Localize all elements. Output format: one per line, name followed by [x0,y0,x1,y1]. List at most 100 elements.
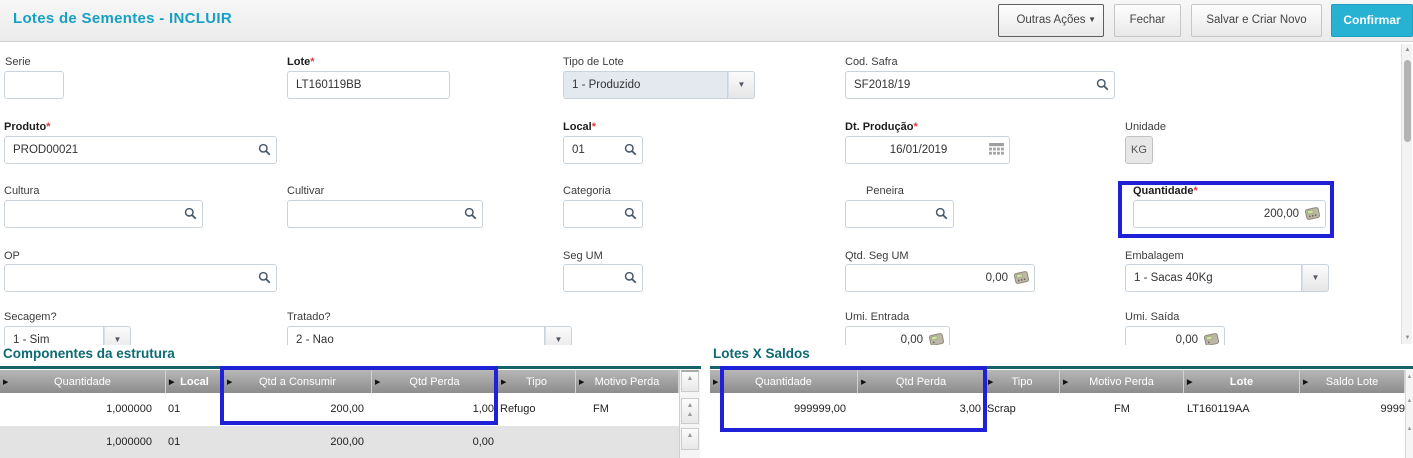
search-icon[interactable] [184,207,197,225]
search-icon[interactable] [935,207,948,225]
cell-motivo-perda[interactable] [576,426,679,458]
peneira-input[interactable] [845,200,954,228]
cell-quantidade[interactable]: 1,000000 [106,436,152,448]
cell-motivo-perda[interactable]: FM [593,403,609,415]
scrollbar-thumb[interactable] [1404,60,1411,142]
cell-saldo-lote[interactable]: 9999 [1380,403,1405,415]
quantidade-input[interactable] [1133,200,1326,228]
tipo-de-lote-select[interactable]: 1 - Produzido ▼ [563,71,755,99]
table-row[interactable]: 1,000000 01 200,00 0,00 [0,426,679,458]
chevron-down-icon[interactable]: ▼ [1302,264,1329,292]
column-arrow-icon: ▶ [501,379,507,386]
cell-tipo[interactable]: Scrap [987,403,1016,415]
produto-input[interactable] [4,136,277,164]
chevron-down-icon[interactable]: ▼ [728,71,755,99]
table-row[interactable]: 999999,00 3,00 Scrap FM LT160119AA 9999 [710,393,1405,426]
search-icon[interactable] [624,207,637,225]
column-header-tipo[interactable]: ▶ Tipo [985,370,1060,393]
cell-quantidade[interactable]: 999999,00 [794,403,846,415]
cell-local[interactable]: 01 [168,403,181,415]
lotes-saldos-header-row: ▶ Quantidade ▶ Qtd Perda ▶ Tipo ▶ Motivo Per… [710,370,1405,393]
scroll-up-icon[interactable]: ▲ [1406,398,1413,404]
local-input[interactable] [563,136,643,164]
search-icon[interactable] [258,271,271,289]
chevron-down-icon[interactable]: ▼ [545,326,572,345]
cell-tipo[interactable]: Refugo [500,403,536,415]
dt-producao-input[interactable] [845,136,1010,164]
cultura-input[interactable] [4,200,203,228]
scroll-up-icon[interactable]: ▲ [1406,374,1413,380]
column-header-lote[interactable]: ▶ Lote [1184,370,1300,393]
op-label: OP [4,250,20,262]
umi-entrada-field [845,326,950,345]
salvar-criar-novo-button[interactable]: Salvar e Criar Novo [1191,4,1322,37]
column-header-qtd-perda[interactable]: ▶ Qtd Perda [858,370,985,393]
op-input[interactable] [4,264,277,292]
secagem-select[interactable]: 1 - Sim ▼ [4,326,131,345]
dt-producao-field [845,136,1010,164]
scroll-up-icon[interactable]: ▲ [1406,426,1413,432]
fechar-button[interactable]: Fechar [1114,4,1181,37]
calendar-icon[interactable] [989,143,1004,161]
embalagem-select[interactable]: 1 - Sacas 40Kg ▼ [1125,264,1329,292]
chevron-down-icon[interactable]: ▼ [104,326,131,345]
umi-saida-input[interactable] [1125,326,1225,345]
scroll-down-icon[interactable]: ▼ [1404,335,1411,341]
table-row[interactable]: 1,000000 01 200,00 1,00 Refugo FM [0,393,679,426]
cell-local[interactable]: 01 [168,436,181,448]
confirmar-button[interactable]: Confirmar [1331,4,1413,37]
column-arrow-icon: ▶ [1187,379,1193,386]
cultura-label: Cultura [4,185,40,197]
search-icon[interactable] [624,271,637,289]
qtd-seg-um-input[interactable] [845,264,1035,292]
cell-lote[interactable]: LT160119AA [1187,403,1250,415]
cultura-field [4,200,203,228]
umi-entrada-input[interactable] [845,326,950,345]
column-arrow-icon: ▶ [1063,379,1069,386]
search-icon[interactable] [624,143,637,161]
calculator-icon[interactable] [1203,333,1220,345]
lotes-saldos-scrollbar[interactable]: ▲ ▲ ▲ [1405,370,1413,458]
componentes-header-row: ▶ Quantidade ▶ Local ▶ Qtd a Consumir ▶ Qtd … [0,370,679,393]
search-icon[interactable] [258,143,271,161]
cell-motivo-perda[interactable]: FM [1114,403,1130,415]
serie-input[interactable] [4,71,64,99]
column-header-qtd-perda[interactable]: ▶ Qtd Perda [372,370,498,393]
section-divider [710,366,1413,369]
lote-input[interactable] [287,71,450,99]
form-scrollbar[interactable]: ▲ ▼ [1401,44,1412,344]
cell-quantidade[interactable]: 1,000000 [106,403,152,415]
cell-qtd-perda[interactable]: 3,00 [959,403,981,415]
scroll-top-icon[interactable]: ▲ [681,370,699,392]
column-header-saldo-lote[interactable]: ▶ Saldo Lote [1300,370,1405,393]
column-header-motivo-perda[interactable]: ▶ Motivo Perda [1060,370,1184,393]
calculator-icon[interactable] [1304,207,1321,225]
qtd-seg-um-field [845,264,1035,292]
search-icon[interactable] [464,207,477,225]
cultivar-input[interactable] [287,200,483,228]
search-icon[interactable] [1096,78,1109,96]
categoria-input[interactable] [563,200,643,228]
cell-tipo[interactable] [498,426,576,458]
cell-qtd-a-consumir[interactable]: 200,00 [330,436,364,448]
tratado-select[interactable]: 2 - Nao ▼ [287,326,572,345]
serie-field [4,71,64,99]
scroll-up-icon[interactable]: ▲ [681,428,699,450]
calculator-icon[interactable] [1013,271,1030,289]
column-header-local[interactable]: ▶ Local [166,370,224,393]
seg-um-input[interactable] [563,264,643,292]
scroll-pageup-icon[interactable]: ▲ ▲ [681,398,699,424]
column-header-qtd-a-consumir[interactable]: ▶ Qtd a Consumir [224,370,372,393]
componentes-scrollbar[interactable]: ▲ ▲ ▲ ▲ [679,370,700,458]
calculator-icon[interactable] [928,333,945,345]
column-header-quantidade[interactable]: ▶ Quantidade [710,370,858,393]
cell-qtd-perda[interactable]: 1,00 [472,403,494,415]
column-header-quantidade[interactable]: ▶ Quantidade [0,370,166,393]
column-header-motivo-perda[interactable]: ▶ Motivo Perda [576,370,679,393]
scroll-up-icon[interactable]: ▲ [1404,47,1411,53]
cell-qtd-perda[interactable]: 0,00 [472,436,494,448]
outras-acoes-button[interactable]: Outras Ações ▼ [998,4,1104,37]
cod-safra-input[interactable] [845,71,1115,99]
cell-qtd-a-consumir[interactable]: 200,00 [330,403,364,415]
column-header-tipo[interactable]: ▶ Tipo [498,370,576,393]
